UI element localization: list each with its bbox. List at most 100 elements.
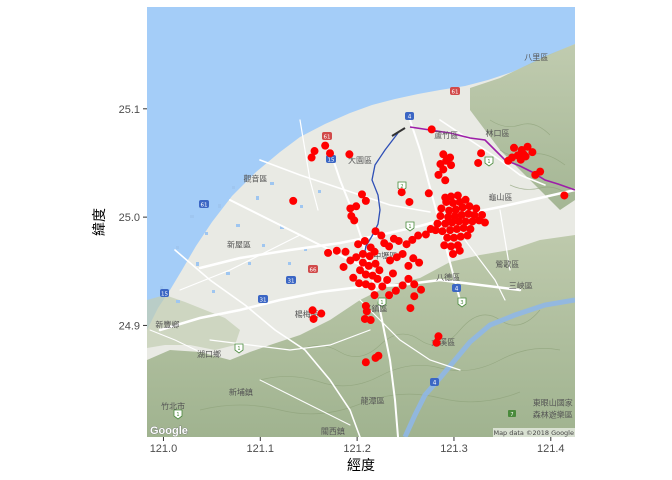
data-point (392, 253, 401, 262)
x-axis: 121.0 121.1 121.2 121.3 121.4 (150, 437, 565, 455)
data-point (349, 273, 358, 282)
southern-hills (147, 235, 575, 437)
data-point (457, 210, 466, 219)
place-label: 龜山區 (488, 192, 512, 202)
data-point (448, 249, 457, 258)
data-point (404, 261, 413, 270)
provincial-shield-6: 1 (173, 409, 183, 420)
data-point (504, 156, 513, 165)
data-point (439, 150, 448, 159)
data-point (350, 216, 359, 225)
place-label: 森林遊樂區 (533, 410, 573, 420)
highway-shield-61: 61 (199, 200, 209, 209)
data-point (360, 236, 369, 245)
data-point (405, 197, 414, 206)
road-network (149, 119, 575, 437)
data-point (375, 266, 384, 275)
place-label: 大園區 (348, 155, 372, 165)
data-point (356, 266, 365, 275)
svg-text:2: 2 (400, 184, 403, 190)
data-point (377, 231, 386, 240)
data-point (345, 150, 354, 159)
data-point (309, 314, 318, 323)
data-point (560, 191, 569, 200)
data-point (437, 204, 446, 213)
data-point (360, 314, 369, 323)
svg-text:61: 61 (452, 90, 459, 96)
data-point (433, 219, 442, 228)
svg-text:61: 61 (324, 135, 331, 141)
data-point (332, 246, 341, 255)
data-point (308, 306, 317, 315)
data-point (373, 274, 382, 283)
y-axis-title: 緯度 (92, 208, 108, 236)
svg-text:1: 1 (176, 412, 179, 418)
data-point (410, 280, 419, 289)
x-tick-label: 121.2 (343, 443, 371, 455)
highway-shields: 4 61 31 31 15 4 4 61 61 66 15 1 1 1 3 2 … (160, 87, 516, 420)
data-point (470, 210, 479, 219)
data-point (406, 304, 415, 313)
data-point (370, 247, 379, 256)
y-tick-label: 25.1 (119, 104, 140, 116)
data-point (341, 247, 350, 256)
y-tick-label: 24.9 (119, 320, 140, 332)
data-point (447, 242, 456, 251)
data-point (389, 234, 398, 243)
x-axis-title: 經度 (347, 458, 375, 474)
dahan-river (402, 297, 575, 437)
svg-text:1: 1 (408, 224, 411, 230)
data-point (324, 248, 333, 257)
data-point (354, 240, 363, 249)
data-point (358, 258, 367, 267)
data-point (474, 158, 483, 167)
data-point (452, 225, 461, 234)
data-point (455, 246, 464, 255)
data-point (404, 274, 413, 283)
map-panel[interactable]: 4 61 31 31 15 4 4 61 61 66 15 1 1 1 3 2 … (147, 7, 575, 437)
map-attribution: Map data ©2018 Google (493, 429, 574, 437)
data-point (310, 147, 319, 156)
data-point (321, 141, 330, 150)
data-point (358, 249, 367, 258)
data-point (536, 167, 545, 176)
data-point (434, 170, 443, 179)
data-point (449, 233, 458, 242)
place-label: 八德區 (436, 272, 460, 282)
data-point (458, 203, 467, 212)
data-point (397, 188, 406, 197)
x-tick-label: 121.0 (150, 443, 178, 455)
data-point (445, 206, 454, 215)
place-label: 楊梅區 (295, 309, 319, 319)
place-label: 鶯歌區 (495, 259, 519, 269)
data-point (388, 269, 397, 278)
highway-shield-31-b: 31 (258, 295, 268, 304)
highway-shield-61-north: 61 (450, 87, 460, 96)
coastal-hills (470, 44, 575, 210)
data-point (480, 218, 489, 227)
data-point (361, 270, 370, 279)
data-point (352, 202, 361, 211)
data-point (440, 241, 449, 250)
x-tick-label: 121.3 (440, 443, 468, 455)
data-point (441, 219, 450, 228)
svg-text:3: 3 (460, 300, 463, 306)
data-point (386, 256, 395, 265)
data-point (442, 197, 451, 206)
place-label: 關西鎮 (321, 426, 345, 436)
svg-text:1: 1 (380, 300, 383, 306)
data-point (459, 223, 468, 232)
canal-line (363, 132, 399, 257)
place-label: 新屋區 (227, 239, 251, 249)
attribution-background (493, 428, 575, 437)
x-tick-label: 121.4 (537, 443, 565, 455)
data-point (465, 202, 474, 211)
data-point (371, 227, 380, 236)
data-point (361, 358, 370, 367)
place-label: 竹北市 (161, 401, 185, 411)
svg-text:31: 31 (288, 279, 295, 285)
highway-shield-4-north: 4 (405, 112, 414, 121)
place-label: 林口區 (486, 128, 510, 138)
data-point (447, 192, 456, 201)
